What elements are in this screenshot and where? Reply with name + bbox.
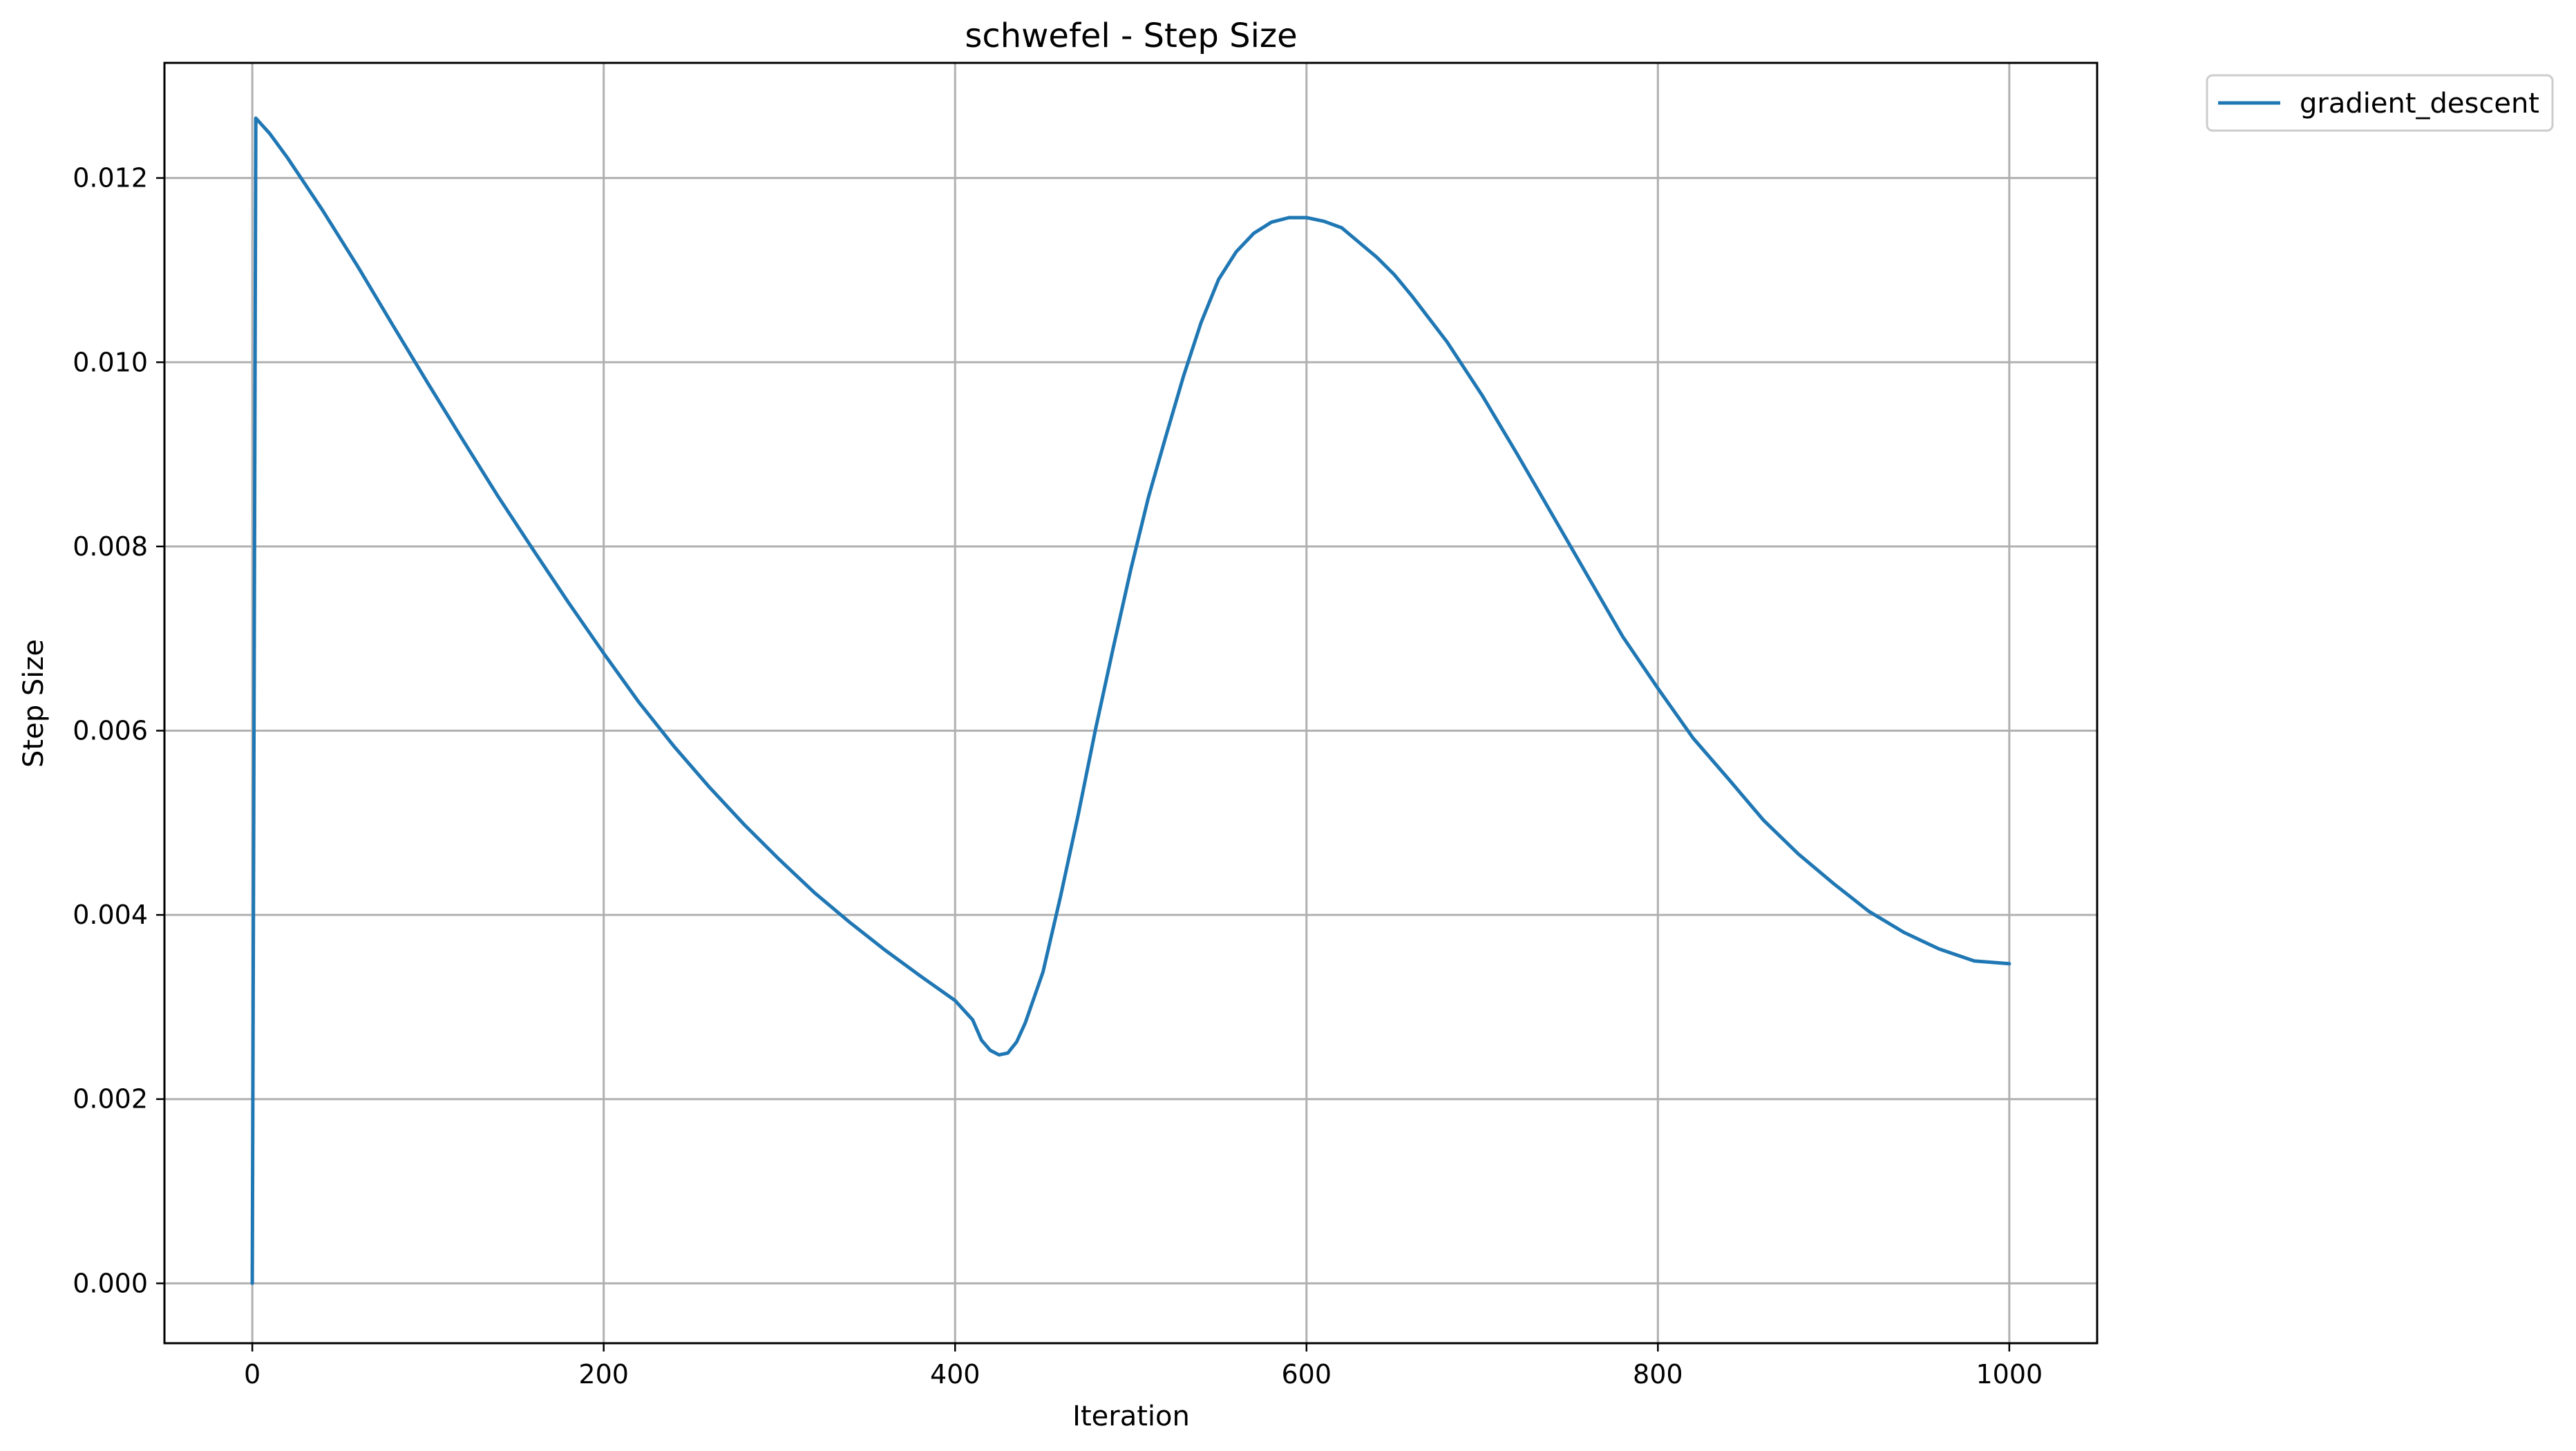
series-layer xyxy=(250,116,2011,1285)
x-axis-label: Iteration xyxy=(1072,1401,1190,1432)
x-tick-label: 400 xyxy=(930,1359,981,1390)
legend-box xyxy=(2206,74,2554,132)
legend-label-gradient_descent: gradient_descent xyxy=(2300,88,2539,120)
y-tick-label: 0.006 xyxy=(73,715,148,746)
plot-frame xyxy=(163,61,2099,1345)
grid-lines xyxy=(164,63,2097,1343)
y-tick-label: 0.012 xyxy=(73,163,148,193)
chart-title: schwefel - Step Size xyxy=(965,17,1297,55)
y-tick-label: 0.004 xyxy=(73,900,148,930)
y-tick-label: 0.000 xyxy=(73,1268,148,1298)
y-tick-label: 0.002 xyxy=(73,1084,148,1115)
x-tick-label: 200 xyxy=(578,1359,629,1390)
x-axis-ticks: 0 200 400 600 800 1000 xyxy=(244,1343,2043,1390)
y-tick-label: 0.010 xyxy=(73,347,148,377)
y-axis-ticks: 0.000 0.002 0.004 0.006 0.008 0.010 0.012 xyxy=(73,163,164,1298)
series-line-gradient_descent xyxy=(250,116,2011,1285)
x-tick-label: 800 xyxy=(1633,1359,1683,1390)
y-tick-label: 0.008 xyxy=(73,531,148,562)
legend: gradient_descent xyxy=(2206,74,2554,132)
x-tick-label: 0 xyxy=(244,1359,261,1390)
x-tick-label: 600 xyxy=(1282,1359,1332,1390)
y-axis-label: Step Size xyxy=(18,639,50,768)
x-tick-label: 1000 xyxy=(1976,1359,2043,1390)
